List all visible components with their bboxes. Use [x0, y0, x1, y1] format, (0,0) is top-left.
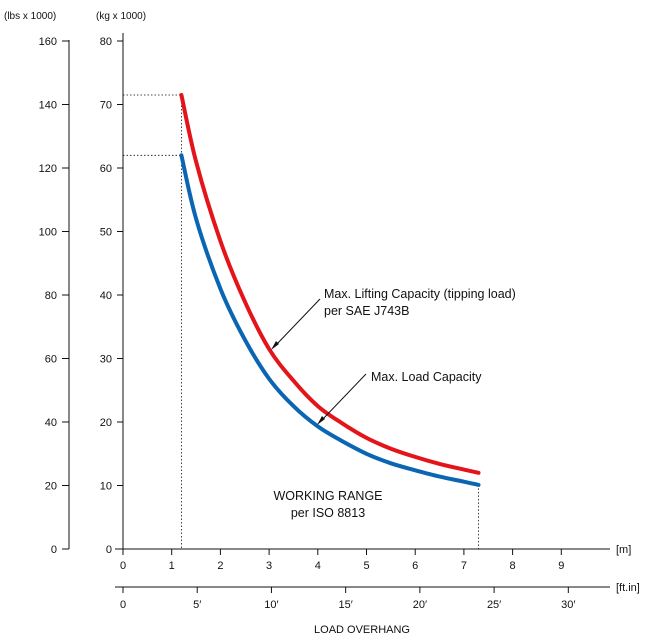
annotation-working-range-line1: WORKING RANGE: [273, 489, 382, 503]
y-lbs-tick-label: 80: [45, 290, 57, 302]
y-kg-tick-label: 0: [106, 544, 112, 556]
y-kg-tick-label: 40: [100, 290, 112, 302]
y-lbs-tick-label: 100: [39, 227, 57, 239]
x-ft-tick-label: 10′: [264, 599, 278, 611]
x-m-tick-label: 7: [461, 560, 467, 572]
load-capacity-arrow: [317, 373, 367, 425]
x-ft-tick-label: 15′: [339, 599, 353, 611]
y-lbs-tick-label: 40: [45, 417, 57, 429]
annotation-lifting-line2: per SAE J743B: [324, 304, 409, 318]
y-unit-kg-label: (kg x 1000): [96, 11, 146, 22]
x-m-tick-label: 6: [412, 560, 418, 572]
lifting-arrow: [271, 298, 321, 350]
x-ft-tick-label: 25′: [487, 599, 501, 611]
x-axis-title: LOAD OVERHANG: [314, 624, 410, 636]
x-m-tick-label: 4: [315, 560, 321, 572]
x-m-tick-label: 3: [266, 560, 272, 572]
x-m-tick-label: 8: [510, 560, 516, 572]
y-kg-tick-label: 70: [100, 100, 112, 112]
y-lbs-tick-label: 0: [51, 544, 57, 556]
x-unit-ft-label: [ft.in]: [616, 582, 640, 594]
x-m-tick-label: 1: [169, 560, 175, 572]
y-lbs-tick-label: 160: [39, 36, 57, 48]
y-kg-tick-label: 80: [100, 36, 112, 48]
series-max-lifting-capacity-line: [179, 93, 481, 475]
x-ft-tick-label: 30′: [561, 599, 575, 611]
x-m-tick-label: 5: [363, 560, 369, 572]
annotation-working-range-line2: per ISO 8813: [291, 506, 365, 520]
x-m-tick-label: 0: [120, 560, 126, 572]
y-kg-tick-label: 50: [100, 227, 112, 239]
annotation-lifting-line1: Max. Lifting Capacity (tipping load): [324, 287, 516, 301]
x-m-tick-label: 2: [217, 560, 223, 572]
series-max-load-capacity-line: [179, 153, 481, 487]
x-ft-tick-label: 20′: [413, 599, 427, 611]
y-kg-tick-label: 10: [100, 481, 112, 493]
y-unit-lbs-label: (lbs x 1000): [4, 11, 56, 22]
y-lbs-tick-label: 140: [39, 100, 57, 112]
y-lbs-tick-label: 60: [45, 354, 57, 366]
y-lbs-tick-label: 120: [39, 163, 57, 175]
y-kg-tick-label: 60: [100, 163, 112, 175]
y-kg-tick-label: 30: [100, 354, 112, 366]
annotation-load-capacity: Max. Load Capacity: [371, 370, 482, 384]
y-lbs-tick-label: 20: [45, 481, 57, 493]
x-m-tick-label: 9: [558, 560, 564, 572]
x-ft-tick-label: 0: [120, 599, 126, 611]
x-unit-m-label: [m]: [616, 544, 631, 556]
y-kg-tick-label: 20: [100, 417, 112, 429]
x-ft-tick-label: 5′: [193, 599, 201, 611]
